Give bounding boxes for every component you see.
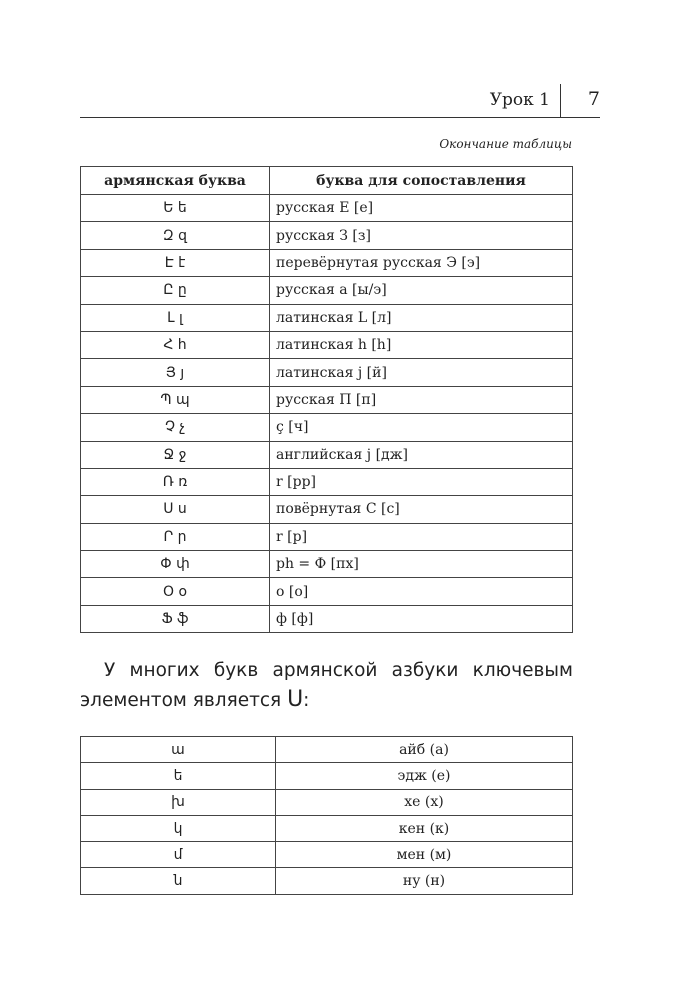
description-cell: мен (м) (275, 841, 573, 869)
table-row: խ хе (х) (80, 788, 573, 816)
armenian-letter-cell: Օ օ (80, 577, 270, 606)
description-cell: русская З [з] (269, 221, 573, 250)
letter-names-table: ա айб (а) ե эдж (е) խ хе (х) կ кен (к) մ мен (м) ն… (80, 735, 573, 895)
table-row: Լ լ латинская L [л] (80, 303, 573, 332)
table-row: Զ զ русская З [з] (80, 221, 573, 250)
table-row: Է է перевёрнутая русская Э [э] (80, 248, 573, 278)
table-row: Յ յ латинская j [й] (80, 358, 573, 387)
armenian-letter-cell: Հ հ (80, 330, 270, 360)
armenian-letter-cell: ե (80, 762, 276, 790)
armenian-letter-cell: Ջ ջ (80, 440, 270, 469)
armenian-letter-cell: Ֆ ֆ (80, 604, 270, 634)
armenian-letter-cell: Ռ ռ (80, 467, 270, 497)
description-cell: ф [ф] (269, 604, 573, 634)
description-cell: айб (а) (275, 735, 573, 764)
table-row: ն ну (н) (80, 867, 573, 895)
table-continuation-caption: Окончание таблицы (439, 137, 572, 151)
description-cell: латинская j [й] (269, 358, 573, 387)
description-cell: английская j [дж] (269, 440, 573, 469)
armenian-letter-cell: ն (80, 867, 276, 895)
description-cell: латинская L [л] (269, 303, 573, 332)
table-row: Հ հ латинская h [h] (80, 330, 573, 360)
description-cell: эдж (е) (275, 762, 573, 790)
armenian-letter-cell: Ս ս (80, 495, 270, 524)
armenian-letter-cell: Պ պ (80, 385, 270, 415)
description-cell: ç [ч] (269, 413, 573, 442)
description-cell: кен (к) (275, 814, 573, 843)
key-letter: Ս (287, 687, 304, 712)
armenian-letter-cell: կ (80, 814, 276, 843)
table-row: Պ պ русская П [п] (80, 385, 573, 415)
armenian-letter-cell: Փ փ (80, 550, 270, 579)
description-cell: ph = Ф [пх] (269, 550, 573, 579)
description-cell: перевёрнутая русская Э [э] (269, 248, 573, 278)
table-row: ե эдж (е) (80, 762, 573, 790)
paragraph-end: : (303, 690, 310, 711)
description-cell: хе (х) (275, 788, 573, 816)
armenian-letter-cell: ա (80, 735, 276, 764)
table-row: Փ փ ph = Ф [пх] (80, 550, 573, 579)
description-cell: о [о] (269, 577, 573, 606)
paragraph-text: У многих букв армянской азбуки ключевым … (80, 660, 573, 711)
armenian-letter-cell: Յ յ (80, 358, 270, 387)
table-row: Ջ ջ английская j [дж] (80, 440, 573, 469)
table-row: Ը ը русская а [ы/э] (80, 276, 573, 305)
armenian-letter-cell: մ (80, 841, 276, 869)
description-cell: повёрнутая С [с] (269, 495, 573, 524)
body-paragraph: У многих букв армянской азбуки ключевым … (80, 656, 573, 715)
header-divider (560, 84, 561, 117)
description-cell: r [р] (269, 522, 573, 552)
letter-comparison-table: армянская буква буква для сопоставления … (80, 166, 573, 634)
description-cell: русская П [п] (269, 385, 573, 415)
armenian-letter-cell: Ե ե (80, 193, 270, 223)
description-cell: русская а [ы/э] (269, 276, 573, 305)
description-cell: ну (н) (275, 867, 573, 895)
column-header: буква для сопоставления (269, 166, 573, 195)
armenian-letter-cell: Է է (80, 248, 270, 278)
table-row: մ мен (м) (80, 841, 573, 869)
running-header-title: Урок 1 (489, 90, 550, 110)
armenian-letter-cell: Չ չ (80, 413, 270, 442)
description-cell: латинская h [h] (269, 330, 573, 360)
armenian-letter-cell: խ (80, 788, 276, 816)
header-rule (80, 117, 600, 118)
armenian-letter-cell: Ր ր (80, 522, 270, 552)
description-cell: r [рр] (269, 467, 573, 497)
table-header-row: армянская буква буква для сопоставления (80, 166, 573, 195)
armenian-letter-cell: Լ լ (80, 303, 270, 332)
table-row: ա айб (а) (80, 735, 573, 764)
armenian-letter-cell: Ը ը (80, 276, 270, 305)
armenian-letter-cell: Զ զ (80, 221, 270, 250)
table-row: կ кен (к) (80, 814, 573, 843)
description-cell: русская Е [е] (269, 193, 573, 223)
page-number: 7 (587, 88, 600, 110)
table-row: Ե ե русская Е [е] (80, 193, 573, 223)
column-header: армянская буква (80, 166, 270, 195)
table-row: Ս ս повёрнутая С [с] (80, 495, 573, 524)
